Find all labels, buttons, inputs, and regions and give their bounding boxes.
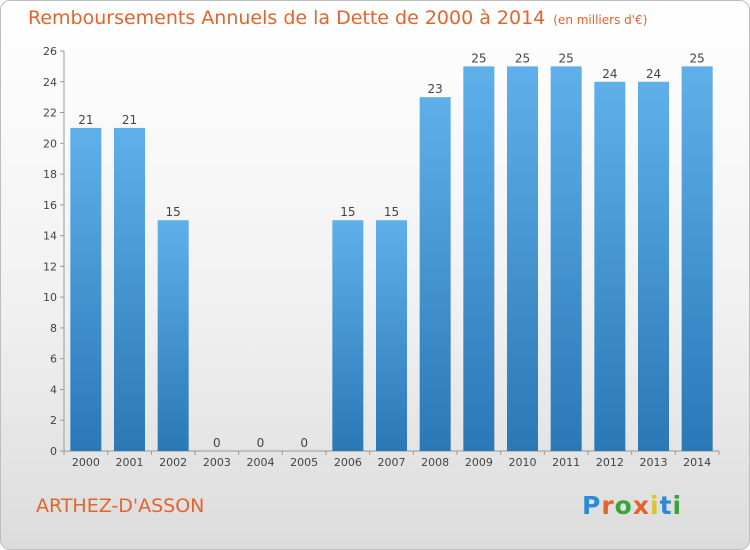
chart-labels: 2000 21 2001 21 2002 15 2003 0 2004 0 2005 0 2006 15 2… <box>72 51 711 469</box>
bar-value-label: 25 <box>471 51 486 65</box>
chart-title-main: Remboursements Annuels de la Dette de 20… <box>28 7 546 29</box>
y-tick-label: 0 <box>50 445 57 458</box>
chart-title-unit: (en milliers d'€) <box>553 13 648 27</box>
y-tick-label: 18 <box>43 168 57 181</box>
bar-value-label: 25 <box>515 51 530 65</box>
x-tick-label: 2005 <box>290 456 318 469</box>
y-tick-label: 8 <box>50 322 57 335</box>
bar-2006 <box>332 220 364 451</box>
bar-value-label: 0 <box>300 436 308 450</box>
logo-letter: P <box>582 491 602 520</box>
bar-value-label: 21 <box>78 113 93 127</box>
proxiti-logo: Proxiti <box>582 491 682 520</box>
x-tick-label: 2011 <box>552 456 580 469</box>
y-tick-label: 16 <box>43 199 57 212</box>
bar-2014 <box>681 66 713 451</box>
x-tick-label: 2007 <box>378 456 406 469</box>
logo-letter: i <box>650 491 660 520</box>
logo-letter: r <box>601 491 615 520</box>
bar-value-label: 25 <box>559 51 574 65</box>
x-tick-label: 2004 <box>247 456 275 469</box>
bar-2007 <box>376 220 407 451</box>
x-tick-label: 2014 <box>683 456 711 469</box>
x-tick-label: 2006 <box>334 456 362 469</box>
y-tick-label: 22 <box>43 107 57 120</box>
y-tick-label: 2 <box>50 414 57 427</box>
y-tick-label: 4 <box>50 383 57 396</box>
x-tick-label: 2001 <box>116 456 144 469</box>
chart-title: Remboursements Annuels de la Dette de 20… <box>28 7 647 29</box>
bar-value-label: 24 <box>602 67 617 81</box>
chart-bars <box>70 66 713 452</box>
bar-2008 <box>419 97 451 452</box>
x-tick-label: 2003 <box>203 456 231 469</box>
x-tick-label: 2013 <box>640 456 668 469</box>
logo-letter: i <box>672 491 683 520</box>
bar-2011 <box>550 66 582 451</box>
bar-2001 <box>114 127 145 451</box>
bar-value-label: 21 <box>122 113 137 127</box>
y-tick-label: 20 <box>43 137 57 150</box>
bar-2010 <box>507 66 538 451</box>
logo-letter: o <box>614 491 633 520</box>
bar-2013 <box>638 81 669 452</box>
x-tick-label: 2002 <box>159 456 187 469</box>
x-tick-label: 2012 <box>596 456 624 469</box>
y-tick-label: 6 <box>50 353 57 366</box>
x-tick-label: 2009 <box>465 456 493 469</box>
bar-value-label: 25 <box>690 51 705 65</box>
bar-2000 <box>70 127 102 451</box>
y-tick-label: 24 <box>43 76 57 89</box>
y-tick-label: 12 <box>43 260 57 273</box>
y-tick-label: 14 <box>43 230 57 243</box>
x-tick-label: 2008 <box>421 456 449 469</box>
commune-name: ARTHEZ-D'ASSON <box>36 495 205 517</box>
logo-letter: t <box>659 491 673 520</box>
bar-value-label: 24 <box>646 67 661 81</box>
x-tick-label: 2010 <box>509 456 537 469</box>
logo-letter: x <box>632 491 650 520</box>
y-tick-label: 10 <box>43 291 57 304</box>
x-tick-label: 2000 <box>72 456 100 469</box>
bar-2002 <box>157 220 189 451</box>
bar-value-label: 0 <box>257 436 265 450</box>
bar-value-label: 0 <box>213 436 221 450</box>
y-tick-label: 26 <box>43 45 57 58</box>
bar-value-label: 15 <box>384 205 399 219</box>
bar-2009 <box>463 66 495 451</box>
bar-value-label: 15 <box>166 205 181 219</box>
bar-value-label: 23 <box>428 82 443 96</box>
bar-2012 <box>594 81 626 452</box>
bar-value-label: 15 <box>340 205 355 219</box>
